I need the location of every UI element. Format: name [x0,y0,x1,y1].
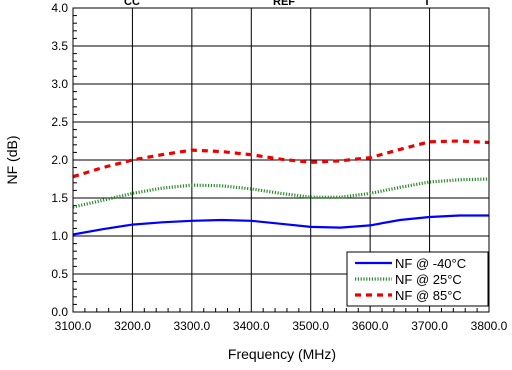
legend-label: NF @ 25°C [395,272,462,287]
x-tick-label: 3600.0 [352,319,389,333]
y-axis-title: NF (dB) [4,136,20,185]
legend-box [346,251,489,307]
series-line-3 [72,139,490,179]
x-axis-title: Frequency (MHz) [228,346,336,362]
x-tick-label: 3800.0 [471,319,508,333]
y-tick-label: 0.0 [51,305,68,319]
legend-label: NF @ 85°C [395,288,462,303]
series-layer [72,139,490,236]
legend: NF @ -40°CNF @ 25°CNF @ 85°C [346,251,489,307]
x-tick-label: 3700.0 [411,319,448,333]
x-tick-label: 3200.0 [114,319,151,333]
x-tick-label: 3300.0 [174,319,211,333]
title-fragment-1: CC [124,0,140,8]
legend-label: NF @ -40°C [395,256,466,271]
y-tick-label: 3.0 [51,77,68,91]
plot-frame [72,7,490,313]
x-tick-label: 3100.0 [55,319,92,333]
x-tick-label: 3500.0 [292,319,329,333]
title-fragment-3: T [424,0,431,8]
minor-ticks [73,15,478,312]
y-tick-labels: 0.0 0.5 1.0 1.5 2.0 2.5 3.0 3.5 4.0 [51,1,68,319]
y-tick-label: 4.0 [51,1,68,15]
y-tick-label: 1.5 [51,191,68,205]
y-tick-label: 3.5 [51,39,68,53]
y-tick-label: 2.5 [51,115,68,129]
y-tick-label: 0.5 [51,267,68,281]
title-fragment-2: REF [273,0,295,8]
series-line-1 [72,214,489,236]
x-tick-labels: 3100.0 3200.0 3300.0 3400.0 3500.0 3600.0 3700… [55,319,508,333]
x-tick-label: 3400.0 [233,319,270,333]
y-tick-label: 2.0 [51,153,68,167]
series-line-2 [72,177,490,209]
y-tick-label: 1.0 [51,229,68,243]
